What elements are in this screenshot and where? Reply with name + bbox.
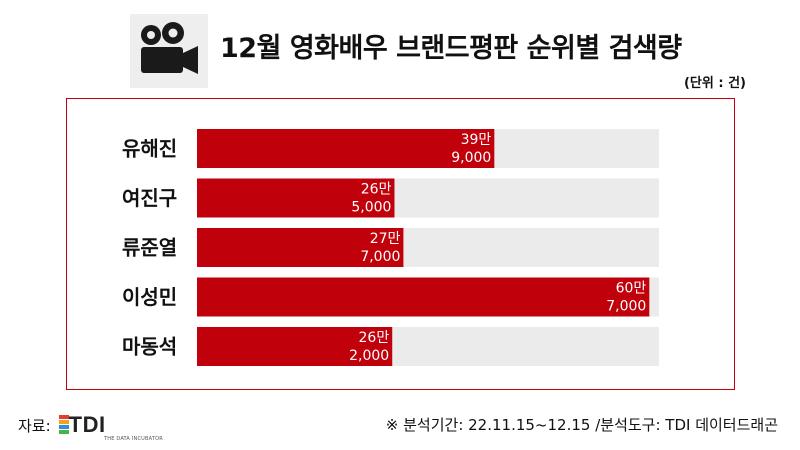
value-label: 5,000: [351, 200, 391, 216]
tdi-logo-mark-icon: [58, 415, 69, 434]
category-label: 마동석: [122, 335, 177, 359]
value-label: 26만: [359, 330, 390, 346]
tdi-logo-subtitle: THE DATA INCUBATOR: [104, 436, 163, 442]
value-label: 9,000: [451, 150, 491, 166]
value-label: 27만: [370, 231, 401, 247]
chart-frame: 유해진 39만 9,000 여진구 26만 5,000 류준열 27만 7,000 이성민 60만 7…: [66, 98, 735, 390]
bar: [197, 228, 404, 267]
analysis-note: ※ 분석기간: 22.11.15~12.15 /분석도구: TDI 데이터드래곤: [385, 416, 778, 434]
source-label: 자료:: [18, 416, 51, 435]
bar-chart: 유해진 39만 9,000 여진구 26만 5,000 류준열 27만 7,000 이성민 60만 7…: [122, 129, 659, 366]
value-label: 2,000: [349, 348, 389, 364]
category-label: 유해진: [122, 137, 177, 161]
source-credit: 자료: TDI THE DATA INCUBATOR: [18, 412, 163, 443]
header-icon-box: [130, 14, 208, 88]
bar: [197, 277, 650, 317]
value-label: 39만: [461, 132, 492, 148]
tdi-logo-text: TDI: [68, 412, 106, 437]
unit-label: (단위 : 건): [683, 76, 746, 91]
bar: [197, 129, 495, 168]
chart-title: 12월 영화배우 브랜드평판 순위별 검색량: [220, 33, 682, 64]
category-label: 여진구: [122, 186, 177, 210]
category-label: 이성민: [122, 285, 177, 309]
bar: [197, 178, 395, 218]
bar: [197, 327, 393, 366]
value-label: 60만: [616, 281, 647, 297]
value-label: 7,000: [360, 249, 400, 265]
value-label: 26만: [361, 182, 392, 198]
value-label: 7,000: [606, 299, 646, 315]
category-label: 류준열: [122, 236, 177, 260]
tdi-logo: TDI: [58, 412, 106, 437]
movie-camera-icon: [141, 22, 198, 74]
